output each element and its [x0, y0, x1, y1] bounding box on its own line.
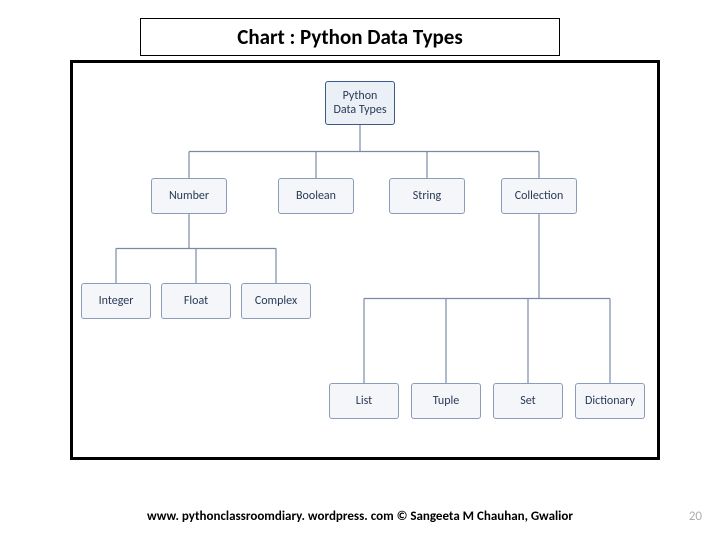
node-string: String	[389, 178, 465, 214]
node-set: Set	[493, 383, 563, 419]
node-tuple: Tuple	[411, 383, 481, 419]
node-number: Number	[151, 178, 227, 214]
node-root: PythonData Types	[325, 81, 395, 125]
node-complex: Complex	[241, 283, 311, 319]
footer-credit: www. pythonclassroomdiary. wordpress. co…	[0, 509, 720, 524]
chart-title: Chart : Python Data Types	[140, 18, 560, 56]
node-integer: Integer	[81, 283, 151, 319]
node-float: Float	[161, 283, 231, 319]
chart-frame: PythonData Types Number Boolean String Colle…	[70, 60, 660, 460]
node-dictionary: Dictionary	[575, 383, 645, 419]
page-number: 20	[689, 509, 702, 524]
node-collection: Collection	[501, 178, 577, 214]
node-list: List	[329, 383, 399, 419]
node-boolean: Boolean	[278, 178, 354, 214]
